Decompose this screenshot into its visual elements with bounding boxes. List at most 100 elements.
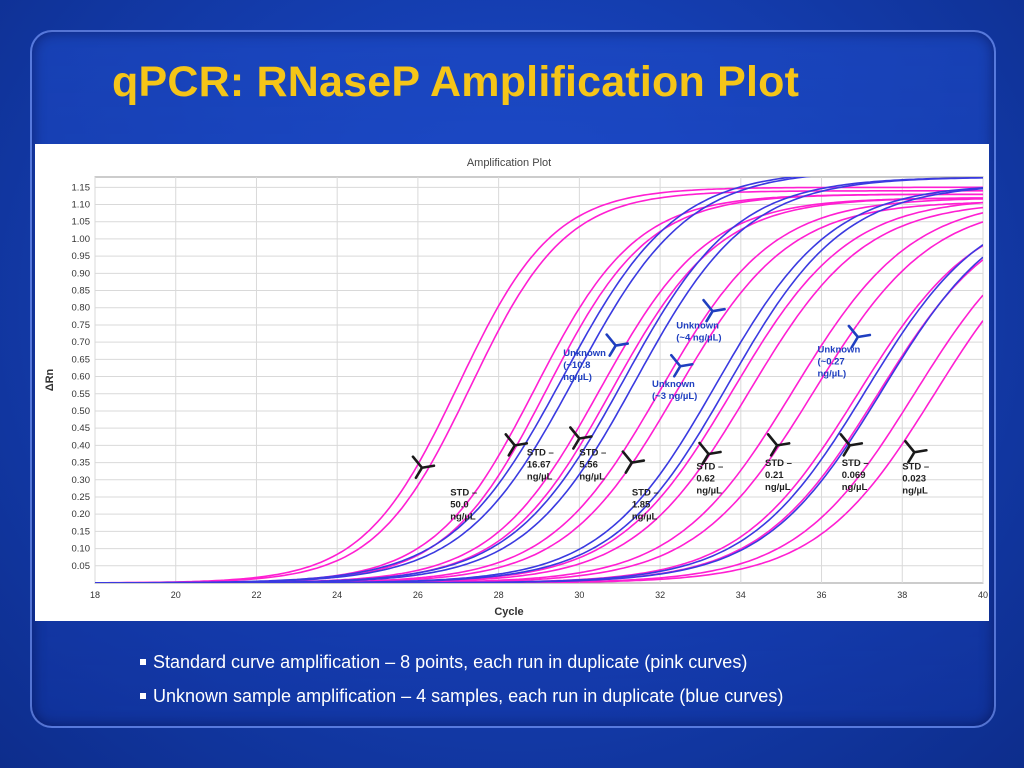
x-tick-label: 36 [817, 590, 827, 600]
threshold-marker-icon [411, 455, 436, 480]
curves-group [95, 177, 983, 583]
unknown-annotation-label: (~4 ng/µL) [676, 332, 721, 343]
y-tick-label: 0.35 [72, 458, 91, 469]
threshold-marker-icon [605, 333, 629, 357]
unknown-curve [95, 256, 983, 583]
bullet-list: Standard curve amplification – 8 points,… [140, 645, 783, 713]
threshold-marker-icon [839, 433, 864, 457]
threshold-marker-icon [669, 353, 694, 378]
y-axis-label: ΔRn [44, 368, 56, 391]
std-annotation-label: ng/µL [632, 511, 658, 522]
x-tick-label: 34 [736, 590, 746, 600]
bullet-item: Standard curve amplification – 8 points,… [140, 645, 783, 679]
std-annotation-label: ng/µL [842, 482, 868, 493]
unknown-annotation-label: (~3 ng/µL) [652, 391, 697, 402]
standard-curve [95, 212, 983, 583]
x-tick-label: 20 [171, 590, 181, 600]
unknown-annotation-label: ng/µL) [563, 372, 592, 383]
y-tick-label: 1.00 [72, 234, 91, 245]
threshold-marker-icon [569, 426, 593, 450]
bullet-item: Unknown sample amplification – 4 samples… [140, 679, 783, 713]
x-tick-label: 40 [978, 590, 988, 600]
std-annotation-label: 1.85 [632, 499, 651, 510]
x-tick-label: 24 [332, 590, 342, 600]
standard-curve [95, 221, 983, 583]
std-annotation-label: ng/µL [527, 472, 553, 483]
x-tick-label: 38 [897, 590, 907, 600]
std-annotation-label: STD – [902, 461, 929, 472]
y-tick-label: 0.45 [72, 423, 91, 434]
std-annotation-label: 0.62 [696, 473, 715, 484]
std-annotation-label: ng/µL [450, 511, 476, 522]
y-tick-label: 0.65 [72, 354, 91, 365]
bullet-square-icon [140, 659, 146, 665]
std-annotation-label: STD – [632, 487, 659, 498]
unknown-annotation-label: (~0.27 [818, 356, 845, 367]
x-tick-label: 28 [494, 590, 504, 600]
unknown-annotation-label: Unknown [563, 348, 606, 359]
y-tick-label: 0.85 [72, 286, 91, 297]
x-tick-label: 22 [251, 590, 261, 600]
std-annotation-label: 0.069 [842, 470, 866, 481]
std-annotation-label: ng/µL [902, 485, 928, 496]
bullet-text: Standard curve amplification – 8 points,… [153, 652, 748, 672]
amplification-plot: 18 20 22 24 26 28 30 32 34 36 38 40 0.05 0.10 0.15 0.20… [44, 157, 988, 618]
threshold-marker-icon [847, 324, 872, 349]
x-tick-label: 26 [413, 590, 423, 600]
y-tick-label: 0.25 [72, 492, 91, 503]
bullet-square-icon [140, 693, 146, 699]
threshold-marker-icon [702, 298, 726, 323]
unknown-annotation-label: Unknown [676, 320, 719, 331]
threshold-marker-icon [698, 441, 722, 466]
std-annotation-label: ng/µL [696, 485, 722, 496]
std-annotation-label: STD – [696, 461, 723, 472]
threshold-marker-icon [904, 439, 928, 464]
y-tick-label: 0.55 [72, 389, 91, 400]
y-tick-label: 0.30 [72, 475, 91, 486]
std-annotation-label: STD – [765, 458, 792, 469]
y-tick-label: 0.95 [72, 251, 91, 262]
threshold-marker-icon [504, 433, 529, 457]
unknown-annotation-label: ng/µL) [818, 368, 847, 379]
x-tick-label: 18 [90, 590, 100, 600]
std-annotation-label: STD – [842, 458, 869, 469]
std-annotation-label: ng/µL [765, 482, 791, 493]
slide-title: qPCR: RNaseP Amplification Plot [112, 58, 800, 106]
x-tick-label: 30 [574, 590, 584, 600]
y-tick-label: 0.10 [72, 544, 91, 555]
y-tick-label: 0.50 [72, 406, 91, 417]
unknown-annotation-label: Unknown [818, 344, 861, 355]
chart-panel: 18 20 22 24 26 28 30 32 34 36 38 40 0.05 0.10 0.15 0.20… [35, 144, 989, 621]
y-tick-label: 1.15 [72, 182, 91, 193]
y-tick-label: 1.05 [72, 217, 91, 228]
chart-title: Amplification Plot [467, 157, 551, 169]
y-tick-label: 1.10 [72, 200, 91, 211]
y-tick-label: 0.20 [72, 509, 91, 520]
std-annotation-label: ng/µL [579, 472, 605, 483]
std-annotation-label: 16.67 [527, 460, 551, 471]
std-annotation-label: STD – [450, 487, 477, 498]
std-annotation-label: STD – [527, 448, 554, 459]
std-annotation-label: STD – [579, 448, 606, 459]
x-tick-label: 32 [655, 590, 665, 600]
y-tick-label: 0.90 [72, 268, 91, 279]
std-annotation-label: 0.023 [902, 473, 926, 484]
y-tick-label: 0.15 [72, 526, 91, 537]
x-axis-label: Cycle [494, 606, 523, 618]
standard-curve [95, 190, 983, 583]
y-tick-label: 0.70 [72, 337, 91, 348]
y-tick-label: 0.60 [72, 372, 91, 383]
unknown-annotation-label: Unknown [652, 379, 695, 390]
bullet-text: Unknown sample amplification – 4 samples… [153, 686, 784, 706]
threshold-marker-icon [621, 450, 646, 474]
y-tick-label: 0.75 [72, 320, 91, 331]
unknown-annotation-label: (~10.8 [563, 360, 590, 371]
y-tick-label: 0.80 [72, 303, 91, 314]
threshold-marker-icon [766, 433, 791, 457]
standard-curve [95, 186, 983, 583]
std-annotation-label: 5.56 [579, 460, 598, 471]
y-tick-label: 0.40 [72, 440, 91, 451]
y-tick-label: 0.05 [72, 561, 91, 572]
std-annotation-label: 0.21 [765, 470, 784, 481]
std-annotation-label: 50.0 [450, 499, 469, 510]
